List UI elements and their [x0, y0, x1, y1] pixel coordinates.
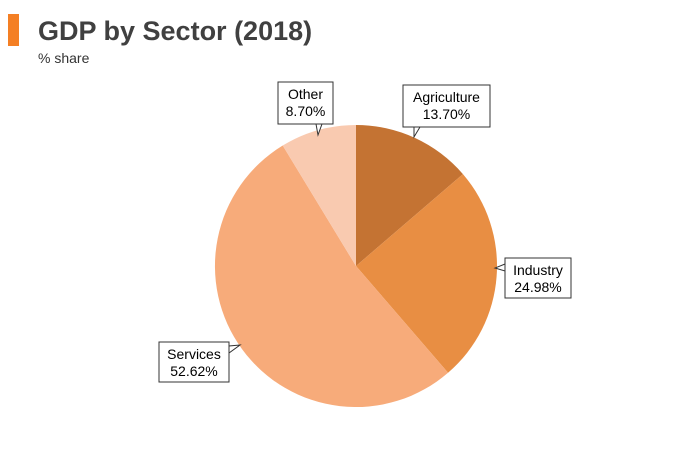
- slice-value-label: 24.98%: [514, 279, 561, 295]
- title-accent-bar: [8, 14, 19, 46]
- slice-name-label: Industry: [513, 262, 563, 278]
- callout-pointer: [228, 344, 242, 354]
- slice-name-label: Agriculture: [413, 89, 480, 105]
- slice-value-label: 8.70%: [286, 103, 326, 119]
- callout-box: [277, 81, 334, 125]
- pie-slices: [214, 125, 497, 408]
- pie-slice-industry: [356, 174, 497, 373]
- callout-pointer: [413, 126, 421, 139]
- chart-subtitle: % share: [38, 50, 90, 66]
- chart-title: GDP by Sector (2018): [38, 16, 313, 46]
- slice-value-label: 13.70%: [423, 106, 470, 122]
- slice-name-label: Other: [288, 86, 323, 102]
- callout-box: [402, 84, 491, 128]
- pie-slice-services: [214, 145, 449, 408]
- callout-box: [504, 257, 572, 299]
- pie-slice-agriculture: [356, 125, 463, 266]
- slice-name-label: Services: [167, 346, 221, 362]
- pie-slice-other: [282, 125, 356, 266]
- slice-value-label: 52.62%: [170, 363, 217, 379]
- callout-box: [158, 341, 230, 383]
